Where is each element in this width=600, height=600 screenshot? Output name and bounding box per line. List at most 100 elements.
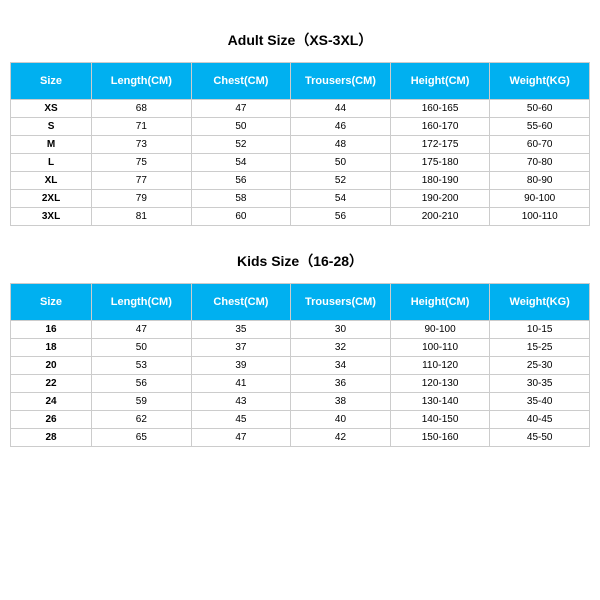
table-cell: 47 (191, 100, 291, 118)
table-cell: 59 (92, 393, 192, 411)
table-cell: 100-110 (390, 339, 490, 357)
table-cell: 46 (291, 118, 391, 136)
table-cell: 30-35 (490, 375, 590, 393)
table-cell: 56 (92, 375, 192, 393)
table-cell: 68 (92, 100, 192, 118)
table-row: XL775652180-19080-90 (11, 172, 590, 190)
table-cell: 160-170 (390, 118, 490, 136)
table-cell: 150-160 (390, 429, 490, 447)
table-cell: 81 (92, 208, 192, 226)
table-cell: 16 (11, 321, 92, 339)
table-cell: 45 (191, 411, 291, 429)
table-cell: 56 (191, 172, 291, 190)
table-row: 2XL795854190-20090-100 (11, 190, 590, 208)
table-cell: 65 (92, 429, 192, 447)
table-cell: 30 (291, 321, 391, 339)
col-trousers: Trousers(CM) (291, 284, 391, 321)
table-cell: 90-100 (390, 321, 490, 339)
table-cell: 35 (191, 321, 291, 339)
table-cell: S (11, 118, 92, 136)
table-cell: 71 (92, 118, 192, 136)
table-cell: 79 (92, 190, 192, 208)
adult-section: Adult Size（XS-3XL） Size Length(CM) Chest… (10, 30, 590, 226)
col-size: Size (11, 284, 92, 321)
table-row: S715046160-17055-60 (11, 118, 590, 136)
table-cell: 10-15 (490, 321, 590, 339)
table-cell: L (11, 154, 92, 172)
table-cell: 190-200 (390, 190, 490, 208)
table-cell: 130-140 (390, 393, 490, 411)
table-cell: 37 (191, 339, 291, 357)
table-cell: 25-30 (490, 357, 590, 375)
table-cell: 75 (92, 154, 192, 172)
table-row: M735248172-17560-70 (11, 136, 590, 154)
table-cell: 55-60 (490, 118, 590, 136)
table-cell: 56 (291, 208, 391, 226)
table-cell: 50 (92, 339, 192, 357)
table-cell: 48 (291, 136, 391, 154)
table-cell: 50 (291, 154, 391, 172)
table-cell: 60 (191, 208, 291, 226)
table-cell: 200-210 (390, 208, 490, 226)
table-header-row: Size Length(CM) Chest(CM) Trousers(CM) H… (11, 63, 590, 100)
table-cell: 54 (191, 154, 291, 172)
table-cell: 40 (291, 411, 391, 429)
table-cell: 41 (191, 375, 291, 393)
kids-section: Kids Size（16-28） Size Length(CM) Chest(C… (10, 251, 590, 447)
table-cell: 36 (291, 375, 391, 393)
table-cell: 54 (291, 190, 391, 208)
table-row: 22564136120-13030-35 (11, 375, 590, 393)
table-cell: 120-130 (390, 375, 490, 393)
col-chest: Chest(CM) (191, 63, 291, 100)
table-cell: 175-180 (390, 154, 490, 172)
kids-size-table: Size Length(CM) Chest(CM) Trousers(CM) H… (10, 283, 590, 447)
table-row: 20533934110-12025-30 (11, 357, 590, 375)
table-cell: 39 (191, 357, 291, 375)
table-cell: 28 (11, 429, 92, 447)
table-cell: 110-120 (390, 357, 490, 375)
col-height: Height(CM) (390, 63, 490, 100)
table-cell: 32 (291, 339, 391, 357)
table-cell: 15-25 (490, 339, 590, 357)
table-cell: XS (11, 100, 92, 118)
table-cell: M (11, 136, 92, 154)
table-cell: 58 (191, 190, 291, 208)
col-length: Length(CM) (92, 284, 192, 321)
table-cell: 47 (191, 429, 291, 447)
table-row: 28654742150-16045-50 (11, 429, 590, 447)
table-row: XS684744160-16550-60 (11, 100, 590, 118)
table-cell: 90-100 (490, 190, 590, 208)
table-row: L755450175-18070-80 (11, 154, 590, 172)
table-cell: 80-90 (490, 172, 590, 190)
table-header-row: Size Length(CM) Chest(CM) Trousers(CM) H… (11, 284, 590, 321)
table-cell: 43 (191, 393, 291, 411)
adult-section-title: Adult Size（XS-3XL） (10, 30, 590, 50)
table-row: 26624540140-15040-45 (11, 411, 590, 429)
table-cell: 20 (11, 357, 92, 375)
table-cell: 35-40 (490, 393, 590, 411)
table-cell: 53 (92, 357, 192, 375)
table-cell: 42 (291, 429, 391, 447)
col-chest: Chest(CM) (191, 284, 291, 321)
table-cell: XL (11, 172, 92, 190)
col-size: Size (11, 63, 92, 100)
table-cell: 24 (11, 393, 92, 411)
table-cell: 70-80 (490, 154, 590, 172)
col-weight: Weight(KG) (490, 63, 590, 100)
col-length: Length(CM) (92, 63, 192, 100)
table-cell: 40-45 (490, 411, 590, 429)
table-cell: 160-165 (390, 100, 490, 118)
table-cell: 3XL (11, 208, 92, 226)
table-cell: 47 (92, 321, 192, 339)
kids-section-title: Kids Size（16-28） (10, 251, 590, 271)
table-cell: 38 (291, 393, 391, 411)
adult-size-table: Size Length(CM) Chest(CM) Trousers(CM) H… (10, 62, 590, 226)
table-cell: 77 (92, 172, 192, 190)
table-cell: 44 (291, 100, 391, 118)
table-cell: 2XL (11, 190, 92, 208)
table-cell: 18 (11, 339, 92, 357)
table-cell: 62 (92, 411, 192, 429)
table-cell: 50 (191, 118, 291, 136)
table-cell: 60-70 (490, 136, 590, 154)
col-height: Height(CM) (390, 284, 490, 321)
